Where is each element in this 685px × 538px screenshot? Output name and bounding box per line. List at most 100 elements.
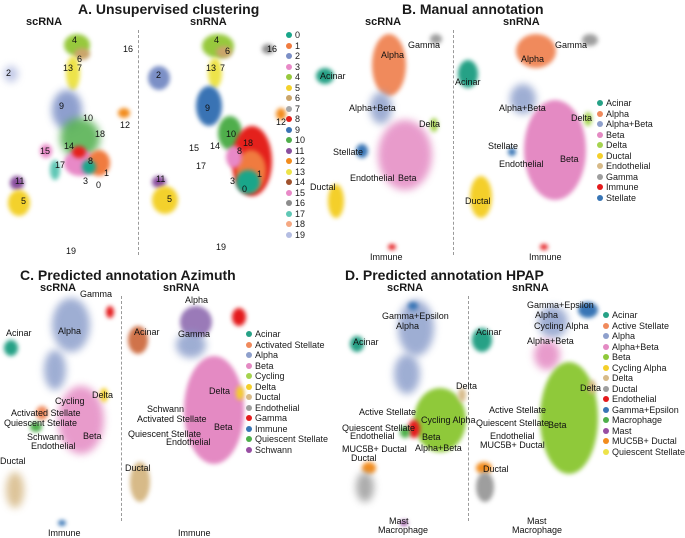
panel-a-divider <box>138 30 139 255</box>
legend-swatch <box>597 121 603 128</box>
legend-item: 0 <box>286 30 305 41</box>
cluster-label: 14 <box>64 141 75 151</box>
legend-swatch <box>246 436 252 443</box>
cluster-label: 0 <box>242 184 248 194</box>
legend-item: 14 <box>286 177 305 188</box>
legend-label: Acinar <box>255 329 281 339</box>
legend-item: Activated Stellate <box>246 340 328 351</box>
cluster-label: 17 <box>55 160 66 170</box>
legend-swatch <box>286 42 292 49</box>
legend-label: Alpha+Beta <box>606 119 653 129</box>
legend-swatch <box>286 168 292 175</box>
celltype-label: Cycling Alpha <box>534 321 589 331</box>
celltype-label: Delta <box>419 119 441 129</box>
celltype-label: Alpha <box>185 295 209 305</box>
legend-item: MUC5B+ Ductal <box>603 436 685 447</box>
panel-c: C. Predicted annotation Azimuth scRNA sn… <box>0 266 342 538</box>
legend-label: 1 <box>295 40 301 51</box>
celltype-label: Beta <box>422 432 441 442</box>
legend-label: 9 <box>295 124 301 135</box>
legend-swatch <box>246 373 252 380</box>
legend-item: 10 <box>286 135 305 146</box>
legend-label: Endothelial <box>606 161 651 171</box>
panel-b-divider <box>453 30 454 255</box>
legend-swatch <box>603 354 609 361</box>
legend-label: MUC5B+ Ductal <box>612 436 677 446</box>
panel-d-title: D. Predicted annotation HPAP <box>345 267 544 283</box>
legend-swatch <box>603 364 609 371</box>
legend-item: 13 <box>286 167 305 178</box>
cluster-label: 13 <box>206 63 217 73</box>
legend-label: Schwann <box>255 444 293 455</box>
cluster-label: 11 <box>156 174 166 184</box>
legend-item: Stellate <box>597 193 653 204</box>
celltype-label: Alpha <box>58 326 82 336</box>
legend-item: 19 <box>286 230 305 241</box>
panel-a-scrna-label: scRNA <box>26 16 63 28</box>
legend-swatch <box>603 396 609 403</box>
celltype-label: Immune <box>48 528 81 538</box>
celltype-label: Gamma+Epsilon <box>382 311 449 321</box>
legend-item: 16 <box>286 198 305 209</box>
cluster-label: 16 <box>267 44 278 54</box>
legend-label: Delta <box>612 373 634 383</box>
cluster-label: 12 <box>276 117 287 127</box>
celltype-label: Active Stellate <box>489 405 547 415</box>
cluster-label: 7 <box>220 63 226 73</box>
cluster-label: 15 <box>40 146 51 156</box>
legend-label: 12 <box>295 156 306 166</box>
legend-label: Delta <box>606 140 628 150</box>
legend-label: Ductal <box>255 392 281 402</box>
legend-label: 15 <box>295 187 306 198</box>
celltype-label: Endothelial <box>490 431 535 441</box>
legend-item: 3 <box>286 62 305 73</box>
panel-d-divider <box>468 296 469 521</box>
celltype-label: Endothelial <box>166 437 211 447</box>
panel-b-title: B. Manual annotation <box>402 1 544 17</box>
legend-swatch <box>286 137 292 144</box>
legend-item: 18 <box>286 219 305 230</box>
legend-swatch <box>246 331 252 338</box>
celltype-label: Quiescent Stellate <box>4 418 78 428</box>
celltype-label: Macrophage <box>512 525 563 535</box>
celltype-label: Delta <box>571 113 593 123</box>
panel-c-legend: Acinar Activated Stellate Alpha Beta Cycling… <box>246 329 328 455</box>
legend-swatch <box>603 343 609 350</box>
legend-label: 18 <box>295 219 306 229</box>
legend-item: 1 <box>286 41 305 52</box>
legend-swatch <box>286 116 292 123</box>
panel-d-legend: Acinar Active Stellate Alpha Alpha+Beta Beta… <box>603 310 685 457</box>
legend-swatch <box>246 415 252 422</box>
legend-label: Acinar <box>612 310 638 320</box>
celltype-label: Schwann <box>27 432 65 442</box>
legend-swatch <box>286 210 292 217</box>
celltype-label: Endothelial <box>31 441 76 451</box>
legend-item: Beta <box>597 130 653 141</box>
panel-a-title: A. Unsupervised clustering <box>78 1 260 17</box>
cluster-label: 5 <box>21 196 27 206</box>
legend-item: Alpha+Beta <box>603 342 685 353</box>
legend-swatch <box>246 425 252 432</box>
celltype-label: MUC5B+ Ductal <box>480 440 545 450</box>
panel-a-snrna-label: snRNA <box>190 16 227 28</box>
legend-swatch <box>603 406 609 413</box>
cluster-label: 12 <box>120 120 131 130</box>
celltype-label: Acinar <box>134 327 160 337</box>
legend-item: 11 <box>286 146 305 157</box>
cluster-label: 2 <box>156 70 162 80</box>
cluster-label: 6 <box>225 46 231 56</box>
celltype-label: Active Stellate <box>359 407 417 417</box>
celltype-label: Quiescent Stellate <box>342 423 416 433</box>
legend-swatch <box>603 448 609 455</box>
legend-swatch <box>286 126 292 133</box>
celltype-label: Alpha <box>521 54 545 64</box>
legend-label: Immune <box>606 182 639 192</box>
cluster-label: 2 <box>6 68 12 78</box>
legend-item: Schwann <box>246 445 328 456</box>
celltype-label: Endothelial <box>350 431 395 441</box>
cluster-label: 4 <box>72 35 78 45</box>
legend-swatch <box>286 231 292 238</box>
celltype-label: Alpha <box>396 321 420 331</box>
legend-label: Endothelial <box>612 394 657 404</box>
legend-label: Alpha <box>612 331 636 341</box>
